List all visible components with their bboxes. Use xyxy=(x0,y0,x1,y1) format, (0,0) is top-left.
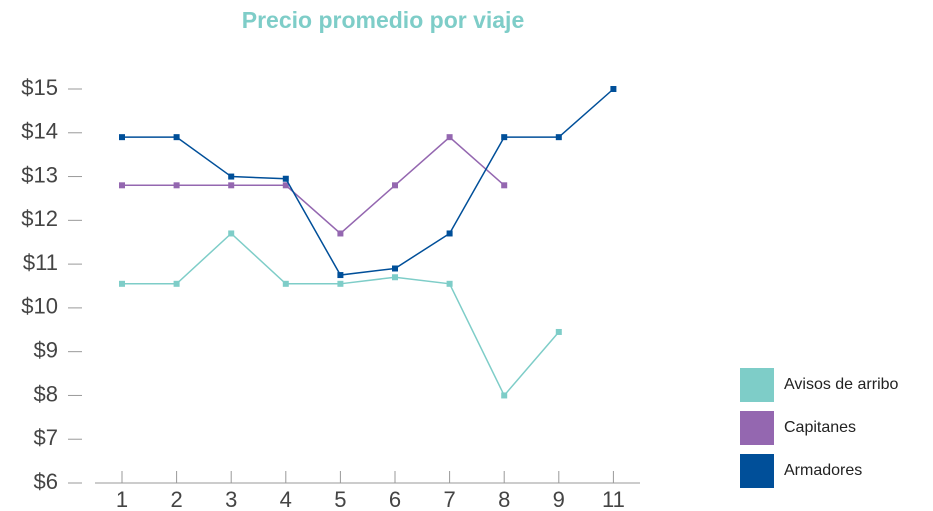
y-tick-label: $8 xyxy=(34,381,58,406)
legend-label: Capitanes xyxy=(784,419,856,436)
point xyxy=(392,265,398,272)
series-line xyxy=(122,232,560,397)
legend-swatch xyxy=(740,368,774,402)
point xyxy=(501,134,508,141)
y-tick-label: $13 xyxy=(21,162,58,187)
x-tick-label: 3 xyxy=(225,487,237,511)
x-tick-label: 11 xyxy=(602,487,625,511)
y-tick-label: $6 xyxy=(34,469,58,494)
point xyxy=(173,134,180,141)
y-tick-label: $14 xyxy=(21,119,58,144)
legend-swatch xyxy=(740,454,774,488)
point xyxy=(392,274,398,281)
point xyxy=(228,173,235,180)
legend-label: Armadores xyxy=(784,462,862,479)
x-tick-label: 1 xyxy=(116,487,128,511)
point xyxy=(501,182,508,189)
x-tick-label: 7 xyxy=(443,487,455,511)
x-tick-label: 8 xyxy=(498,487,510,511)
x-tick-label: 9 xyxy=(553,487,565,511)
point xyxy=(282,182,289,189)
point xyxy=(555,134,562,141)
point xyxy=(337,230,344,237)
y-tick-label: $7 xyxy=(34,425,58,450)
x-tick-label: 6 xyxy=(389,487,401,511)
point xyxy=(228,230,235,237)
point xyxy=(501,392,508,399)
point xyxy=(610,86,617,92)
point xyxy=(282,175,289,182)
y-tick-label: $10 xyxy=(21,294,58,319)
y-tick-label: $15 xyxy=(21,75,58,100)
point xyxy=(446,134,453,141)
legend-label: Avisos de arribo xyxy=(784,376,899,393)
x-tick-label: 4 xyxy=(280,487,292,511)
point xyxy=(337,280,344,287)
x-tick-label: 2 xyxy=(170,487,182,511)
point xyxy=(337,272,344,279)
point xyxy=(282,280,289,287)
point xyxy=(392,182,398,189)
point xyxy=(555,328,562,335)
point xyxy=(446,280,453,287)
point xyxy=(446,230,453,237)
point xyxy=(173,280,180,287)
y-tick-label: $9 xyxy=(34,337,58,362)
point xyxy=(119,182,125,189)
y-tick-label: $12 xyxy=(21,206,58,231)
y-tick-label: $11 xyxy=(23,250,58,275)
point xyxy=(173,182,180,189)
point xyxy=(119,280,125,287)
point xyxy=(119,134,125,141)
chart-title: Precio promedio por viaje xyxy=(242,7,524,33)
legend-swatch xyxy=(740,411,774,445)
series-line xyxy=(122,136,505,235)
point xyxy=(228,182,235,189)
x-tick-label: 5 xyxy=(334,487,346,511)
series-line xyxy=(122,88,614,276)
